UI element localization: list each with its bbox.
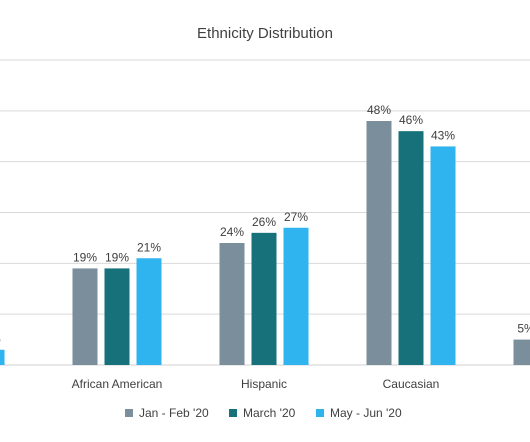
chart-title: Ethnicity Distribution (197, 25, 333, 42)
bar (366, 121, 392, 365)
legend-item: Jan - Feb '20 (125, 403, 209, 423)
x-tick-label: Caucasian (383, 377, 440, 391)
bar (104, 268, 130, 365)
bar (398, 131, 424, 365)
bar (0, 349, 5, 365)
legend-item: May - Jun '20 (316, 403, 402, 423)
data-label: 27% (284, 210, 308, 224)
legend-swatch (316, 409, 324, 417)
data-label: 26% (252, 215, 276, 229)
data-label: 5% (517, 322, 530, 336)
legend-item: March '20 (229, 403, 295, 423)
legend-label: May - Jun '20 (330, 406, 402, 420)
bar (72, 268, 98, 365)
data-label: 19% (105, 250, 129, 264)
bar (219, 243, 245, 365)
x-tick-label: Hispanic (241, 377, 287, 391)
data-label: 43% (431, 128, 455, 142)
data-label: 24% (220, 225, 244, 239)
data-label: 46% (399, 113, 423, 127)
legend-swatch (125, 409, 133, 417)
bar (430, 146, 456, 365)
legend: Jan - Feb '20 March '20 May - Jun '20 (0, 403, 530, 423)
data-label: 3% (0, 332, 1, 346)
legend-label: Jan - Feb '20 (139, 406, 209, 420)
data-label: 21% (137, 240, 161, 254)
bar (136, 258, 162, 365)
bar (251, 232, 277, 365)
data-label: 19% (73, 250, 97, 264)
data-label: 48% (367, 103, 391, 117)
legend-swatch (229, 409, 237, 417)
bar (513, 339, 530, 365)
legend-label: March '20 (243, 406, 296, 420)
x-tick-label: African American (72, 377, 163, 391)
bar (283, 227, 309, 365)
